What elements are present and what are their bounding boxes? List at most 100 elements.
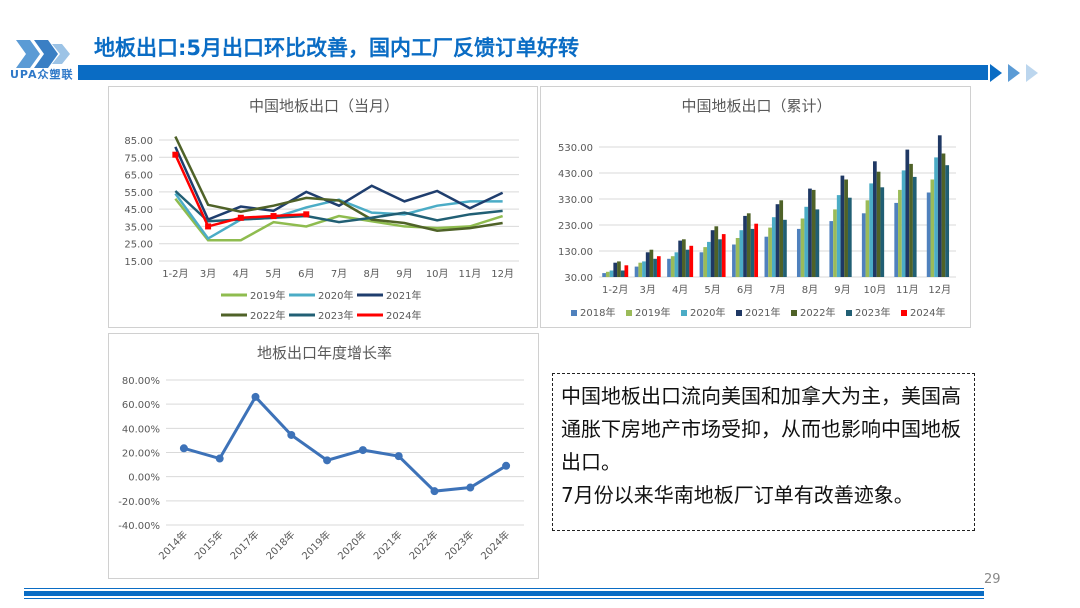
data-point <box>179 444 188 453</box>
y-tick-label: 65.00 <box>124 171 153 182</box>
bar <box>613 262 618 277</box>
footer-bar <box>24 591 984 596</box>
page-title: 地板出口:5月出口环比改善，国内工厂反馈订单好转 <box>94 36 580 60</box>
bar <box>779 200 784 277</box>
x-tick-label: 6月 <box>298 268 314 280</box>
x-tick-label: 5月 <box>265 268 281 280</box>
x-tick-label: 2018年 <box>263 528 297 562</box>
bar <box>771 217 776 277</box>
note-box: 中国地板出口流向美国和加拿大为主，美国高通胀下房地产市场受抑，从而也影响中国地板… <box>552 373 975 531</box>
series-line <box>174 146 504 222</box>
y-tick-label: 25.00 <box>124 240 153 251</box>
data-point <box>303 211 310 218</box>
y-tick-label: 230.00 <box>558 221 593 232</box>
bar <box>894 202 899 277</box>
x-tick-label: 11月 <box>459 268 482 280</box>
y-tick-label: -20.00% <box>118 497 160 508</box>
legend-label: 2024年 <box>386 309 421 322</box>
upa-logo <box>16 40 70 68</box>
x-tick-label: 2020年 <box>335 528 369 562</box>
bar <box>624 265 629 277</box>
legend-swatch <box>681 310 687 316</box>
y-tick-label: 55.00 <box>124 188 153 199</box>
bar <box>804 206 809 277</box>
y-tick-label: 30.00 <box>564 273 593 284</box>
x-tick-label: 11月 <box>896 284 919 296</box>
bar <box>750 228 755 277</box>
y-tick-label: 430.00 <box>558 169 593 180</box>
bar <box>634 266 639 277</box>
bar <box>721 234 726 277</box>
legend-label: 2020年 <box>690 306 725 319</box>
bar <box>815 209 820 277</box>
data-point <box>466 483 475 492</box>
bar <box>844 179 848 277</box>
y-tick-label: 130.00 <box>558 247 593 258</box>
x-tick-label: 4月 <box>233 268 249 280</box>
bar <box>783 219 787 277</box>
x-tick-label: 1-2月 <box>162 268 188 280</box>
bar <box>840 175 845 277</box>
bar <box>873 161 877 277</box>
x-tick-label: 2015年 <box>192 528 226 562</box>
y-tick-label: 75.00 <box>124 153 153 164</box>
x-tick-label: 1-2月 <box>602 284 628 296</box>
x-tick-label: 2024年 <box>478 528 512 562</box>
bar <box>746 213 751 277</box>
legend-label: 2023年 <box>318 309 353 322</box>
x-tick-label: 8月 <box>802 284 818 296</box>
legend-label: 2022年 <box>800 306 835 319</box>
bar <box>703 247 708 277</box>
bar <box>638 262 643 277</box>
bar <box>847 197 852 277</box>
bar <box>732 244 736 277</box>
data-point <box>172 151 179 158</box>
bar <box>775 204 780 277</box>
header-bar <box>78 65 988 80</box>
legend-swatch <box>901 310 907 316</box>
bar <box>714 226 719 277</box>
bar <box>926 192 931 277</box>
annual-growth-chart: 地板出口年度增长率 -40.00% -20.00% 0.00% 20.00% 40.00%… <box>108 333 539 579</box>
data-point <box>205 223 212 230</box>
bar <box>905 149 910 277</box>
bar <box>754 223 759 277</box>
legend-swatch <box>736 310 742 316</box>
data-point <box>394 452 403 461</box>
bar <box>656 256 661 277</box>
bar <box>861 213 866 277</box>
x-tick-label: 7月 <box>331 268 347 280</box>
bar <box>800 218 805 277</box>
series-line <box>174 197 504 242</box>
x-tick-label: 2017年 <box>227 528 261 562</box>
bar <box>739 230 744 277</box>
bar <box>941 153 946 277</box>
y-tick-label: 60.00% <box>122 400 160 411</box>
x-tick-label: 2019年 <box>299 528 333 562</box>
bar <box>912 176 917 277</box>
footer-line <box>24 598 984 599</box>
chart-title: 地板出口年度增长率 <box>257 344 392 362</box>
chart-title: 中国地板出口（当月） <box>249 97 399 115</box>
x-tick-label: 2021年 <box>371 528 405 562</box>
bar <box>667 258 671 277</box>
chevron-icon <box>990 64 1002 82</box>
y-tick-label: 45.00 <box>124 205 153 216</box>
bar <box>808 188 812 277</box>
bar <box>674 252 679 277</box>
bar <box>945 165 950 277</box>
bar <box>898 189 902 277</box>
x-tick-label: 7月 <box>769 284 785 296</box>
logo-text: UPA众塑联 <box>10 68 74 81</box>
x-tick-label: 2022年 <box>406 528 440 562</box>
bar <box>670 256 675 277</box>
y-tick-label: 40.00% <box>122 424 160 435</box>
bar <box>609 270 614 277</box>
legend-label: 2018年 <box>580 306 615 319</box>
data-point <box>430 487 439 496</box>
bar <box>617 261 621 277</box>
bar <box>934 157 938 277</box>
series-line <box>183 394 507 493</box>
note-line: 中国地板出口流向美国和加拿大为主，美国高通胀下房地产市场受抑，从而也影响中国地板… <box>561 384 961 474</box>
data-point <box>270 213 277 220</box>
